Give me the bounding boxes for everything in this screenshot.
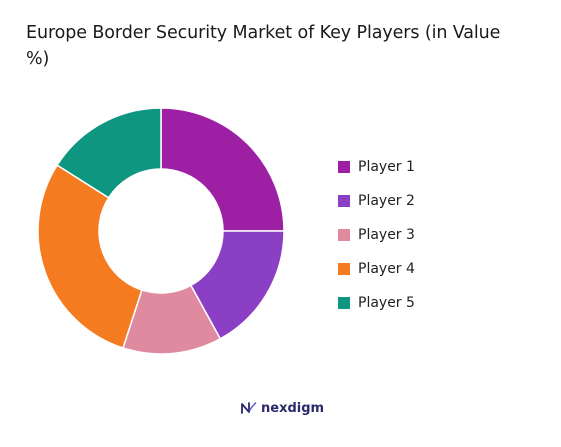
legend-item-player-4: Player 4 — [338, 252, 415, 286]
legend-swatch — [338, 297, 350, 309]
legend-item-player-2: Player 2 — [338, 184, 415, 218]
legend-label: Player 2 — [358, 193, 415, 209]
legend-item-player-5: Player 5 — [338, 286, 415, 320]
legend-item-player-3: Player 3 — [338, 218, 415, 252]
legend-label: Player 5 — [358, 295, 415, 311]
legend-swatch — [338, 195, 350, 207]
legend-label: Player 1 — [358, 159, 415, 175]
brand-watermark: nexdigm — [240, 400, 324, 416]
chart-title: Europe Border Security Market of Key Pla… — [26, 23, 501, 69]
brand-name: nexdigm — [261, 400, 325, 416]
legend-label: Player 3 — [358, 227, 415, 243]
legend-swatch — [338, 229, 350, 241]
legend-item-player-1: Player 1 — [338, 150, 415, 184]
legend-swatch — [338, 161, 350, 173]
chart-legend: Player 1 Player 2 Player 3 Player 4 Player 5 — [338, 150, 415, 320]
donut-slice-player-1 — [160, 107, 285, 232]
nexdigm-logo-icon — [241, 402, 257, 414]
donut-slice-player-5 — [56, 107, 162, 199]
legend-label: Player 4 — [358, 261, 415, 277]
donut-slice-player-4 — [37, 164, 143, 349]
legend-swatch — [338, 263, 350, 275]
